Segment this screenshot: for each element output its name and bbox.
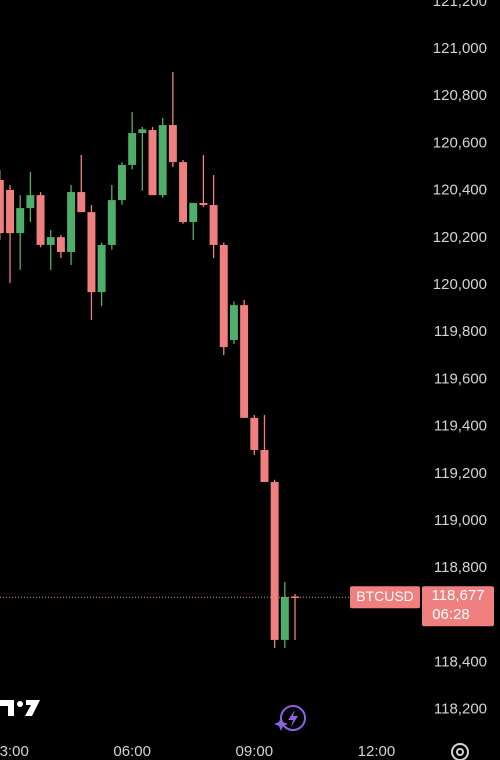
countdown-label: 06:28	[432, 606, 470, 623]
candle-body	[219, 244, 228, 348]
candle-body	[107, 200, 116, 245]
y-tick-label: 118,400	[434, 654, 487, 671]
candle-body	[199, 202, 208, 206]
y-tick-label: 121,000	[433, 40, 487, 57]
candle-body	[291, 596, 299, 598]
y-tick-label: 120,800	[433, 87, 487, 104]
candle-body	[6, 189, 14, 234]
candle-body	[16, 208, 25, 234]
logo	[0, 700, 40, 716]
settings-icon[interactable]	[451, 743, 469, 760]
candle-body	[97, 244, 106, 293]
y-tick-label: 120,000	[433, 276, 487, 293]
candle-body	[179, 162, 188, 223]
y-tick-label: 120,200	[433, 229, 487, 246]
candle-body	[189, 202, 198, 223]
y-tick-label: 119,800	[434, 323, 487, 340]
candle-body	[270, 482, 279, 640]
y-tick-label: 119,000	[434, 512, 487, 529]
candle-body	[209, 205, 218, 245]
candle-body	[148, 130, 157, 196]
last-price-label: 118,677	[431, 587, 484, 604]
y-tick-label: 120,400	[433, 182, 487, 199]
y-tick-label: 118,800	[434, 559, 487, 576]
candle-body	[87, 212, 96, 293]
assistant-icon[interactable]	[274, 705, 306, 731]
candle-body	[138, 129, 147, 134]
candle-body	[67, 192, 76, 252]
candle-body	[36, 195, 45, 245]
candle-body	[260, 449, 269, 483]
y-tick-label: 118,200	[434, 701, 487, 718]
x-tick-label: 12:00	[358, 743, 396, 760]
candle-body	[46, 237, 55, 245]
candle-body	[26, 195, 35, 209]
symbol-label: BTCUSD	[356, 588, 414, 604]
x-tick-label: 09:00	[236, 743, 274, 760]
candle-body	[240, 305, 249, 418]
candle-body	[280, 596, 289, 640]
y-tick-label: 119,400	[434, 418, 487, 435]
y-tick-label: 121,200	[433, 0, 487, 10]
y-tick-label: 120,600	[433, 134, 487, 151]
candle-body	[118, 164, 126, 201]
y-tick-label: 119,200	[434, 465, 487, 482]
candle-body	[77, 192, 86, 213]
candle-body	[250, 417, 259, 450]
x-tick-label: 03:00	[0, 743, 29, 760]
candle-body	[128, 133, 137, 165]
symbol-tag	[350, 586, 420, 609]
candle-body	[229, 305, 238, 341]
candle-body	[158, 125, 167, 196]
candle-body	[0, 180, 4, 234]
x-tick-label: 06:00	[113, 743, 151, 760]
candle-body	[168, 125, 177, 163]
price-tag	[422, 586, 494, 627]
y-tick-label: 119,600	[434, 370, 487, 387]
candle-body	[56, 237, 65, 252]
